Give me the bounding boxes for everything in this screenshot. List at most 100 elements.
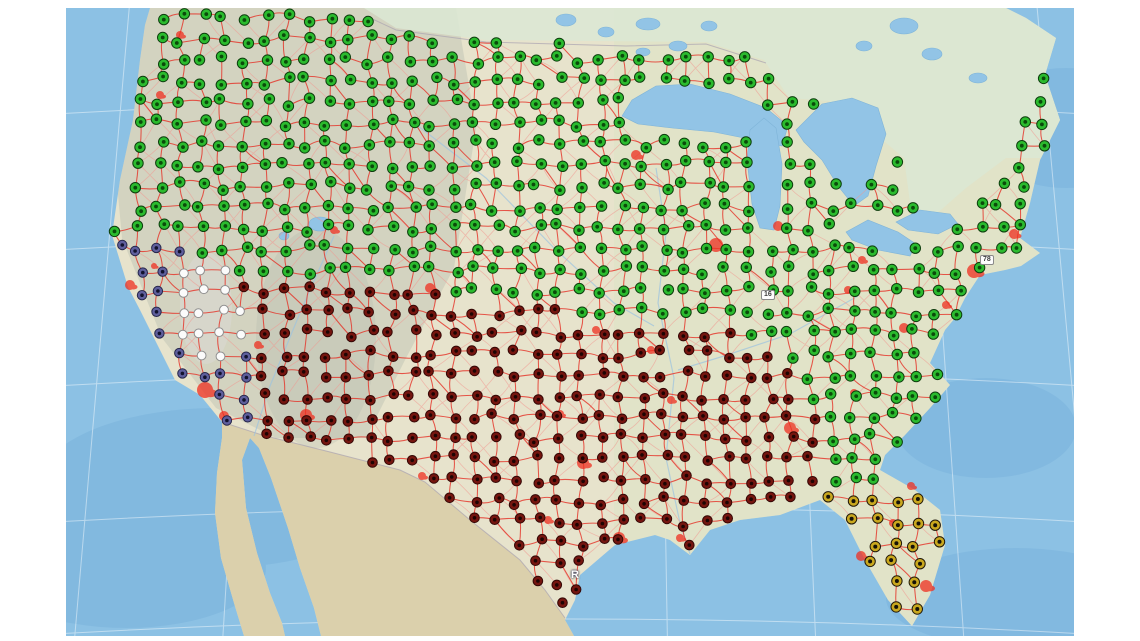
station-green-center	[723, 145, 728, 150]
station-white[interactable]	[179, 308, 190, 319]
station-maroon-center	[285, 355, 289, 359]
station-green-center	[174, 41, 179, 45]
station-white[interactable]	[177, 329, 188, 340]
station-maroon-center	[687, 348, 691, 352]
station-white[interactable]	[178, 288, 189, 298]
station-white[interactable]	[220, 285, 231, 295]
station-green-center	[955, 227, 960, 232]
station-green-center	[431, 98, 435, 103]
station-white[interactable]	[219, 304, 229, 315]
station-maroon-center	[472, 417, 477, 422]
station-green-center	[640, 264, 645, 269]
station-maroon-center	[579, 433, 584, 438]
station-green-center	[665, 248, 669, 253]
station-maroon-center	[619, 478, 623, 483]
station-green-center	[811, 102, 816, 106]
station-maroon-center	[680, 394, 685, 399]
station-maroon-center	[305, 397, 310, 402]
station-green-center	[495, 77, 500, 82]
station-green-center	[435, 75, 439, 80]
station-green-center	[280, 160, 284, 165]
station-green-center	[894, 396, 899, 401]
station-maroon-center	[346, 419, 350, 424]
station-green-center	[639, 164, 643, 169]
station-maroon-center	[512, 375, 516, 379]
station-green-center	[785, 122, 789, 126]
station-maroon-center	[642, 502, 646, 506]
station-green-center	[385, 55, 390, 59]
station-green-center	[246, 41, 251, 46]
station-green-center	[511, 290, 515, 295]
station-green-center	[343, 55, 348, 59]
station-green-center	[981, 224, 985, 229]
station-green-center	[204, 118, 208, 122]
station-green-center	[874, 374, 879, 378]
station-green-center	[827, 221, 832, 226]
station-green-center	[848, 351, 853, 356]
station-maroon-center	[367, 373, 371, 378]
map-viewport[interactable]	[66, 8, 1074, 636]
station-green-center	[496, 101, 500, 106]
station-white[interactable]	[196, 350, 207, 361]
station-maroon-center	[286, 435, 291, 440]
station-green-center	[519, 266, 524, 271]
station-green-center	[219, 54, 224, 59]
station-green-center	[557, 142, 562, 146]
station-maroon-center	[411, 308, 416, 312]
station-green-center	[791, 356, 795, 360]
station-white[interactable]	[236, 329, 247, 340]
station-maroon-center	[344, 352, 348, 357]
station-green-center	[177, 180, 182, 184]
station-green-center	[196, 164, 200, 169]
station-green-center	[534, 58, 539, 63]
station-white[interactable]	[220, 265, 231, 276]
station-green-center	[617, 307, 622, 312]
station-green-center	[456, 270, 461, 275]
station-green-center	[393, 247, 397, 252]
station-maroon-center	[369, 435, 374, 440]
map-canvas[interactable]	[66, 8, 1074, 636]
station-green-center	[221, 188, 226, 193]
station-maroon-center	[705, 348, 709, 353]
station-green-center	[661, 227, 666, 232]
station-white[interactable]	[235, 306, 245, 317]
station-white[interactable]	[193, 328, 204, 339]
station-green-center	[241, 227, 246, 232]
station-green-center	[386, 99, 391, 104]
station-green-center	[826, 268, 831, 273]
station-white[interactable]	[214, 327, 225, 338]
station-green-center	[812, 328, 817, 333]
station-green-center	[636, 58, 641, 62]
station-green-center	[515, 77, 520, 82]
station-green-center	[346, 206, 350, 211]
station-white[interactable]	[198, 284, 209, 295]
station-maroon-center	[494, 435, 499, 439]
station-maroon-center	[497, 314, 502, 318]
station-white[interactable]	[195, 265, 206, 276]
station-white[interactable]	[179, 268, 189, 279]
station-green-center	[703, 291, 707, 296]
station-green-center	[890, 267, 894, 272]
station-green-center	[953, 272, 958, 277]
station-green-center	[518, 54, 523, 59]
station-maroon-center	[661, 391, 666, 396]
station-green-center	[181, 145, 185, 150]
station-maroon-center	[517, 308, 522, 313]
station-green-center	[430, 202, 434, 207]
station-white[interactable]	[193, 308, 204, 319]
station-green-center	[912, 350, 916, 355]
station-navy-center	[203, 375, 207, 380]
station-green-center	[450, 166, 455, 170]
station-green-center	[742, 54, 747, 59]
station-green-center	[932, 271, 937, 276]
station-green-center	[662, 137, 667, 142]
station-green-center	[391, 117, 395, 122]
station-maroon-center	[366, 310, 371, 314]
station-maroon-center	[451, 452, 456, 457]
station-white[interactable]	[215, 351, 226, 362]
station-maroon-center	[552, 478, 557, 483]
station-green-center	[158, 161, 163, 165]
station-green-center	[681, 267, 686, 272]
station-maroon-center	[349, 335, 354, 339]
station-green-center	[1022, 185, 1026, 189]
